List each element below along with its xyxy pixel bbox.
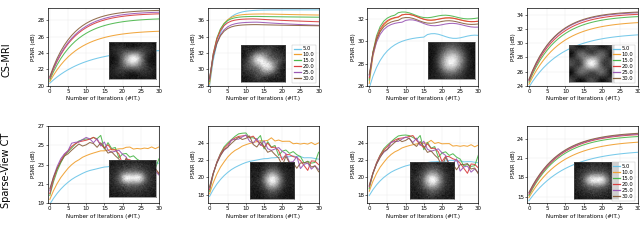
Y-axis label: PSNR (dB): PSNR (dB): [31, 33, 36, 61]
Legend: 5.0, 10.0, 15.0, 20.0, 25.0, 30.0: 5.0, 10.0, 15.0, 20.0, 25.0, 30.0: [292, 45, 316, 83]
X-axis label: Number of Iterations (#IT.): Number of Iterations (#IT.): [546, 96, 620, 101]
Y-axis label: PSNR (dB): PSNR (dB): [351, 33, 356, 61]
Legend: 5.0, 10.0, 15.0, 20.0, 25.0, 30.0: 5.0, 10.0, 15.0, 20.0, 25.0, 30.0: [612, 162, 636, 201]
Y-axis label: PSNR (dB): PSNR (dB): [191, 151, 196, 178]
Text: Sparse-View CT: Sparse-View CT: [1, 133, 12, 208]
X-axis label: Number of Iterations (#IT.): Number of Iterations (#IT.): [546, 214, 620, 219]
Y-axis label: PSNR (dB): PSNR (dB): [351, 151, 356, 178]
Y-axis label: PSNR (dB): PSNR (dB): [31, 151, 36, 178]
Y-axis label: PSNR (dB): PSNR (dB): [511, 33, 516, 61]
X-axis label: Number of Iterations (#IT.): Number of Iterations (#IT.): [67, 214, 140, 219]
Y-axis label: PSNR (dB): PSNR (dB): [191, 33, 196, 61]
X-axis label: Number of Iterations (#IT.): Number of Iterations (#IT.): [226, 214, 300, 219]
X-axis label: Number of Iterations (#IT.): Number of Iterations (#IT.): [226, 96, 300, 101]
X-axis label: Number of Iterations (#IT.): Number of Iterations (#IT.): [386, 96, 460, 101]
Legend: 5.0, 10.0, 15.0, 20.0, 25.0, 30.0: 5.0, 10.0, 15.0, 20.0, 25.0, 30.0: [612, 45, 636, 83]
Y-axis label: PSNR (dB): PSNR (dB): [511, 151, 516, 178]
X-axis label: Number of Iterations (#IT.): Number of Iterations (#IT.): [386, 214, 460, 219]
X-axis label: Number of Iterations (#IT.): Number of Iterations (#IT.): [67, 96, 140, 101]
Text: CS-MRI: CS-MRI: [1, 43, 12, 77]
